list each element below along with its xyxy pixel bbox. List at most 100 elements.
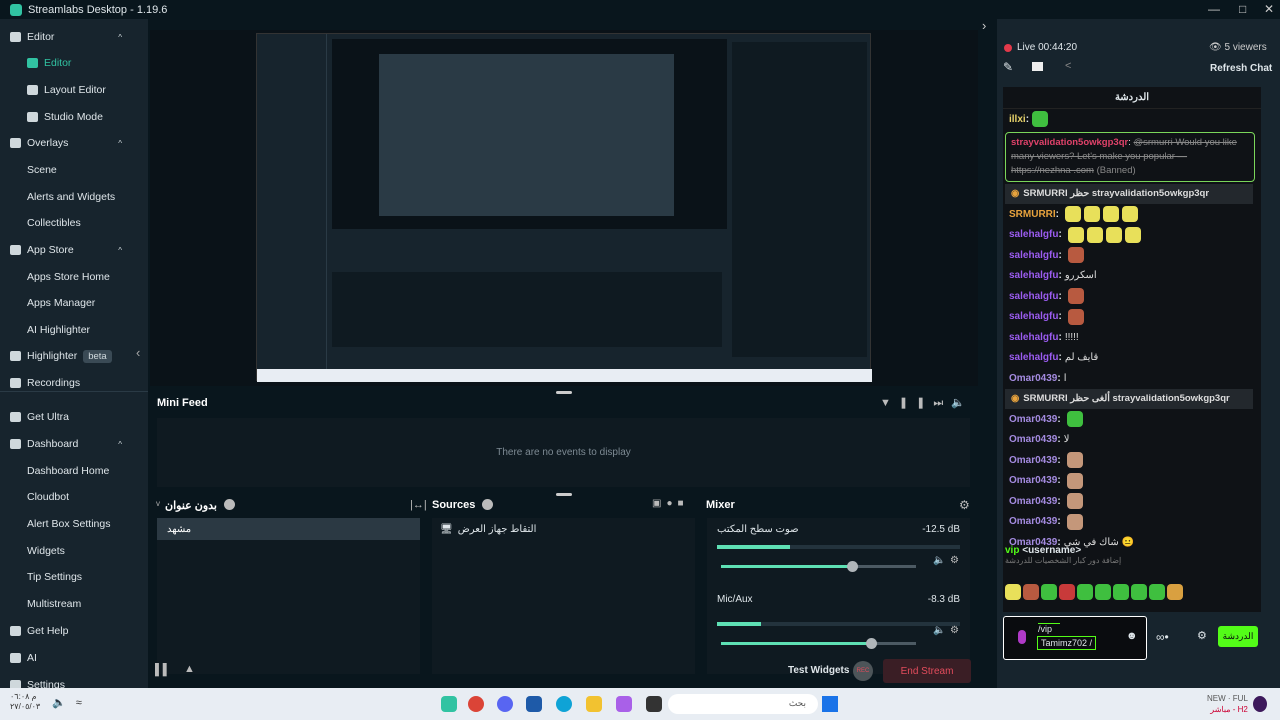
news-widget[interactable]: NEW · FUL مباشر - H2	[1207, 694, 1248, 714]
app-taskbar-icon[interactable]	[646, 696, 662, 712]
kicks-icon[interactable]: ∞•	[1156, 630, 1169, 644]
sidebar-item-recordings[interactable]: Recordings	[0, 370, 148, 396]
minimize-button[interactable]: —	[1208, 2, 1220, 16]
end-stream-button[interactable]: End Stream	[883, 659, 971, 683]
chevron-up-icon[interactable]: ^	[118, 138, 122, 148]
edit-icon[interactable]: ✎	[1003, 60, 1014, 74]
sidebar-item-ai-highlighter[interactable]: AI Highlighter	[0, 317, 148, 343]
emote-button[interactable]	[1149, 584, 1165, 600]
discord-taskbar-icon[interactable]	[497, 696, 513, 712]
chat-message: Omar0439:	[1003, 512, 1261, 533]
sidebar-item-apps-manager[interactable]: Apps Manager	[0, 290, 148, 316]
search-box[interactable]: بحث	[668, 694, 818, 714]
emoji-icon[interactable]: ☻	[1126, 630, 1138, 642]
rec-button[interactable]: REC	[853, 661, 873, 681]
scene-item[interactable]: مشهد	[157, 518, 420, 540]
emote-button[interactable]	[1005, 584, 1021, 600]
sidebar-item-get-help[interactable]: Get Help	[0, 618, 148, 644]
chevron-down-icon[interactable]: v	[156, 499, 160, 508]
layout-icon	[27, 85, 38, 95]
chat-tab-title: الدردشة	[1003, 87, 1261, 109]
volume-icon[interactable]: 🔈	[951, 397, 973, 409]
sidebar-item-dashboard-home[interactable]: Dashboard Home	[0, 458, 148, 484]
camera-icon[interactable]	[1032, 62, 1043, 71]
emote-button[interactable]	[1023, 584, 1039, 600]
expand-chat-icon[interactable]: ›	[982, 18, 987, 33]
minifeed-empty-text: There are no events to display	[496, 447, 631, 458]
sidebar-item-app-store[interactable]: App Store ^	[0, 237, 148, 263]
share-icon[interactable]: <	[1065, 60, 1072, 72]
store-taskbar-icon[interactable]	[526, 696, 542, 712]
sidebar-item-highlighter[interactable]: Highlighter beta	[0, 343, 148, 369]
sidebar-item-dashboard[interactable]: Dashboard ^	[0, 431, 148, 457]
sidebar-item-layout-editor[interactable]: Layout Editor	[0, 77, 148, 103]
source-item[interactable]: 🖥 التقاط جهاز العرض	[440, 524, 537, 535]
source-toolbar[interactable]: ▣●■	[652, 498, 689, 509]
sidebar-item-settings[interactable]: Settings	[0, 672, 148, 688]
maximize-button[interactable]: □	[1239, 2, 1247, 16]
sidebar-item-get-ultra[interactable]: Get Ultra	[0, 404, 148, 430]
emote-button[interactable]	[1113, 584, 1129, 600]
sidebar-item-overlays[interactable]: Overlays ^	[0, 130, 148, 156]
volume-slider[interactable]	[721, 561, 916, 572]
stats-icon[interactable]: ▌▌	[155, 664, 171, 676]
resize-handle[interactable]	[556, 493, 572, 496]
sidebar-item-editor[interactable]: Editor ^	[0, 24, 148, 50]
copilot-taskbar-icon[interactable]	[616, 696, 632, 712]
chevron-up-icon[interactable]: ^	[118, 439, 122, 449]
sidebar-item-alerts-and-widgets[interactable]: Alerts and Widgets	[0, 184, 148, 210]
chat-input[interactable]: /vip Tamimz702 / ☻	[1003, 616, 1147, 660]
chat-settings-icon[interactable]: ⚙	[1197, 630, 1207, 642]
refresh-chat-button[interactable]: Refresh Chat	[1210, 63, 1273, 74]
collapse-sidebar-icon[interactable]: ‹	[136, 345, 141, 360]
tray-icons[interactable]: 🔈≈	[52, 697, 92, 709]
sidebar-item-ai[interactable]: AI	[0, 645, 148, 671]
close-button[interactable]: ✕	[1264, 2, 1275, 16]
command-suggestion[interactable]: vip <username> إضافة دور كبار الشخصيات لل…	[1005, 545, 1122, 565]
volume-slider[interactable]	[721, 638, 916, 649]
streamlabs-taskbar-icon[interactable]	[441, 696, 457, 712]
skip-icon[interactable]: ⏭	[933, 397, 952, 409]
sidebar-item-scene[interactable]: Scene	[0, 157, 148, 183]
sidebar-item-label: AI	[27, 652, 37, 664]
emote-button[interactable]	[1059, 584, 1075, 600]
channel-settings-icon[interactable]: ⚙	[950, 555, 959, 566]
sidebar-item-alert-box-settings[interactable]: Alert Box Settings	[0, 511, 148, 537]
emote-button[interactable]	[1167, 584, 1183, 600]
app-logo-icon	[10, 3, 22, 16]
chevron-up-icon[interactable]: ^	[118, 245, 122, 255]
sidebar-item-editor[interactable]: Editor	[0, 50, 148, 76]
emote-button[interactable]	[1095, 584, 1111, 600]
filter-icon[interactable]: ▼	[880, 397, 899, 409]
sidebar-item-multistream[interactable]: Multistream	[0, 591, 148, 617]
sidebar-item-widgets[interactable]: Widgets	[0, 538, 148, 564]
test-widgets-button[interactable]: Test Widgets	[788, 665, 850, 676]
minifeed-controls[interactable]: ▼❚❚⏭🔈	[880, 396, 973, 410]
resize-handle[interactable]	[556, 391, 572, 394]
sidebar-item-collectibles[interactable]: Collectibles	[0, 210, 148, 236]
mixer-settings-icon[interactable]: ⚙	[959, 498, 970, 512]
add-scene-button[interactable]	[224, 499, 235, 510]
send-chat-button[interactable]: الدردشة	[1218, 626, 1258, 647]
channel-settings-icon[interactable]: ⚙	[950, 625, 959, 636]
add-source-button[interactable]	[482, 499, 493, 510]
windows-start-icon[interactable]	[822, 696, 838, 712]
sidebar-item-apps-store-home[interactable]: Apps Store Home	[0, 264, 148, 290]
mute-icon[interactable]: 🔈	[933, 555, 946, 566]
explorer-taskbar-icon[interactable]	[586, 696, 602, 712]
emote-button[interactable]	[1077, 584, 1093, 600]
emote-button[interactable]	[1131, 584, 1147, 600]
sidebar-item-studio-mode[interactable]: Studio Mode	[0, 104, 148, 130]
notification-icon[interactable]: ▲	[184, 663, 195, 675]
emote-button[interactable]	[1041, 584, 1057, 600]
sidebar-item-label: Dashboard Home	[27, 465, 110, 477]
scene-collection-title[interactable]: بدون عنوان	[165, 500, 217, 512]
sidebar-item-cloudbot[interactable]: Cloudbot	[0, 484, 148, 510]
chrome-taskbar-icon[interactable]	[468, 696, 484, 712]
transition-icon[interactable]: |↔|	[410, 499, 427, 511]
chevron-up-icon[interactable]: ^	[118, 32, 122, 42]
edge-taskbar-icon[interactable]	[556, 696, 572, 712]
mute-icon[interactable]: 🔈	[933, 625, 946, 636]
sidebar-item-tip-settings[interactable]: Tip Settings	[0, 564, 148, 590]
pause-icon[interactable]: ❚❚	[898, 397, 934, 409]
